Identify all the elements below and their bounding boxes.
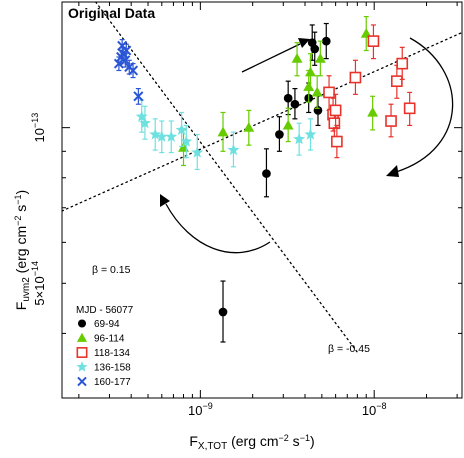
data-point — [227, 143, 240, 156]
data-point — [135, 110, 148, 122]
legend-label: 118-134 — [94, 348, 130, 359]
axis-ticks: 10−9 10−8 5×10−14 10−13 — [30, 2, 462, 418]
series-118-134 — [323, 24, 416, 159]
data-point — [314, 52, 326, 63]
arrow-upper-straight — [241, 43, 301, 73]
data-point — [165, 130, 178, 142]
data-point — [243, 122, 255, 132]
arrow-right-curve-head — [386, 165, 399, 177]
data-point — [311, 86, 323, 97]
legend-label: 136-158 — [94, 363, 131, 374]
data-point — [305, 66, 316, 77]
data-point — [367, 106, 379, 117]
legend-items: 69-94 96-114 118-134 136-158 160-177 — [76, 319, 131, 388]
legend-item: 69-94 — [77, 319, 120, 330]
legend-label: 96-114 — [94, 334, 125, 345]
data-point — [303, 81, 315, 91]
legend-label: 69-94 — [94, 319, 120, 330]
data-point — [385, 115, 397, 127]
data-point — [121, 45, 132, 56]
series-layer — [113, 15, 416, 343]
data-point — [367, 35, 380, 47]
data-point — [155, 130, 168, 142]
series-96-114 — [178, 15, 379, 167]
data-point — [349, 71, 362, 84]
data-point — [396, 57, 409, 70]
fit-line-0 — [62, 31, 462, 212]
series-160-177 — [113, 39, 144, 105]
y-axis-label: Fuvm2 (erg cm−2 s−1) — [13, 190, 32, 310]
legend-item: 136-158 — [76, 361, 131, 374]
data-point — [217, 126, 229, 137]
plot-frame — [61, 1, 463, 399]
data-point — [321, 36, 331, 46]
legend-marker — [76, 332, 88, 342]
y-tick-label: 10−13 — [30, 113, 47, 143]
arrow-lower-curve-head — [160, 194, 170, 207]
beta-minus045-label: β = -0.45 — [328, 343, 370, 355]
arrow-upper-straight-head — [298, 38, 310, 48]
legend-title: MJD - 56077 — [76, 305, 134, 316]
y-tick-label: 5×10−14 — [30, 261, 47, 306]
data-point — [328, 117, 341, 130]
data-point — [175, 123, 188, 136]
data-point — [283, 93, 293, 103]
legend-item: 160-177 — [77, 376, 131, 388]
x-tick-label: 10−9 — [188, 401, 213, 418]
data-point — [133, 91, 144, 102]
legend-marker — [77, 319, 87, 328]
legend-marker — [77, 376, 87, 387]
beta-015-label: β = 0.15 — [92, 264, 131, 276]
legend-marker — [76, 361, 88, 372]
data-point — [323, 86, 335, 99]
legend-item: 118-134 — [76, 347, 130, 359]
data-point — [290, 99, 300, 109]
legend-item: 96-114 — [76, 332, 125, 345]
data-point — [138, 116, 151, 129]
x-axis-label: FX,TOT (erg cm−2 s−1) — [189, 433, 314, 452]
series-136-158 — [135, 99, 317, 171]
legend: MJD - 56077 69-94 96-114 118-134 136-158 160… — [76, 305, 134, 388]
data-point — [391, 75, 403, 88]
direction-arrows — [160, 37, 454, 254]
data-point — [282, 119, 294, 130]
data-point — [127, 65, 139, 76]
data-point — [403, 102, 416, 115]
data-point — [275, 130, 284, 139]
data-point — [293, 132, 306, 145]
legend-marker — [76, 347, 88, 358]
chart-title: Original Data — [68, 5, 155, 21]
plot-area — [62, 2, 462, 353]
data-point — [218, 307, 228, 317]
data-point — [262, 169, 271, 178]
data-point — [310, 44, 320, 54]
x-tick-label: 10−8 — [362, 401, 387, 418]
data-point — [191, 146, 204, 158]
data-point — [180, 135, 193, 147]
legend-label: 160-177 — [94, 377, 131, 388]
arrow-right-curve — [395, 37, 454, 173]
data-point — [331, 135, 343, 148]
data-point — [149, 128, 162, 140]
data-point — [313, 106, 323, 115]
data-point — [329, 104, 342, 117]
arrow-lower-curve — [165, 203, 271, 254]
data-point — [291, 52, 303, 63]
data-point — [304, 128, 317, 140]
